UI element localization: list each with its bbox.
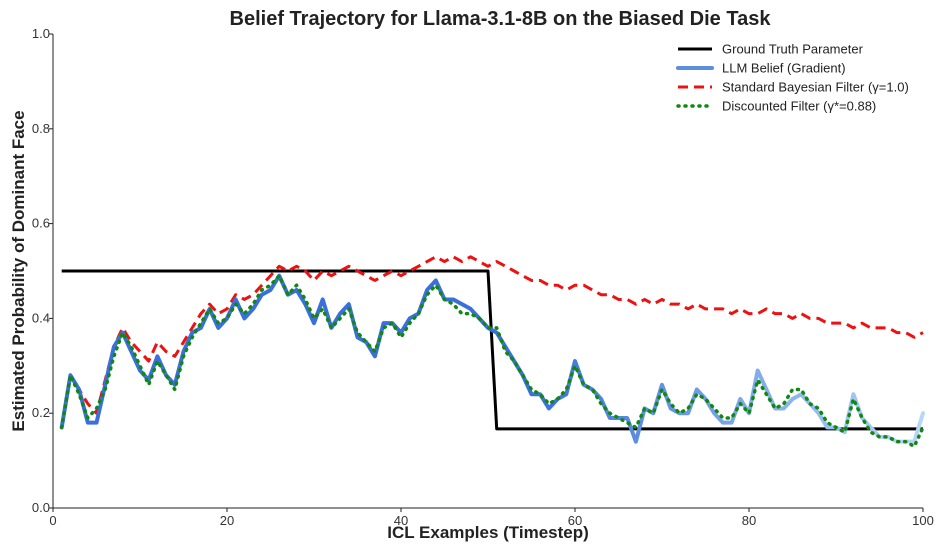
- y-tick-label: 1.0: [32, 26, 50, 41]
- chart-title: Belief Trajectory for Llama-3.1-8B on th…: [230, 8, 772, 30]
- y-axis-label: Estimated Probability of Dominant Face: [9, 110, 28, 431]
- legend-label: Discounted Filter (γ*=0.88): [722, 99, 876, 114]
- series-line-2: [60, 255, 924, 428]
- x-tick-label: 60: [568, 513, 582, 528]
- y-tick-label: 0.6: [32, 216, 50, 231]
- y-tick-label: 0.2: [32, 405, 50, 420]
- legend: Ground Truth Parameter LLM Belief (Gradie…: [676, 42, 909, 114]
- x-tick-label: 20: [220, 513, 234, 528]
- legend-label: Ground Truth Parameter: [722, 42, 864, 57]
- legend-label: LLM Belief (Gradient): [722, 61, 846, 76]
- y-tick-label: 0.0: [32, 500, 50, 515]
- x-tick-label: 100: [912, 513, 934, 528]
- x-axis-label: ICL Examples (Timestep): [387, 523, 589, 542]
- series-line-3: [59, 273, 925, 449]
- legend-label: Standard Bayesian Filter (γ=1.0): [722, 80, 909, 95]
- y-tick-label: 0.8: [32, 121, 50, 136]
- x-tick-label: 0: [49, 513, 56, 528]
- y-tick-label: 0.4: [32, 310, 50, 325]
- x-tick-label: 80: [742, 513, 756, 528]
- series-line-0: [61, 269, 923, 431]
- series-layer: [59, 255, 925, 449]
- y-axis-ticks: 0.0 0.2 0.4 0.6 0.8 1.0: [32, 26, 53, 515]
- x-axis-ticks: 0 20 40 60 80 100: [49, 508, 934, 528]
- series-line-1: [59, 273, 925, 444]
- x-tick-label: 40: [394, 513, 408, 528]
